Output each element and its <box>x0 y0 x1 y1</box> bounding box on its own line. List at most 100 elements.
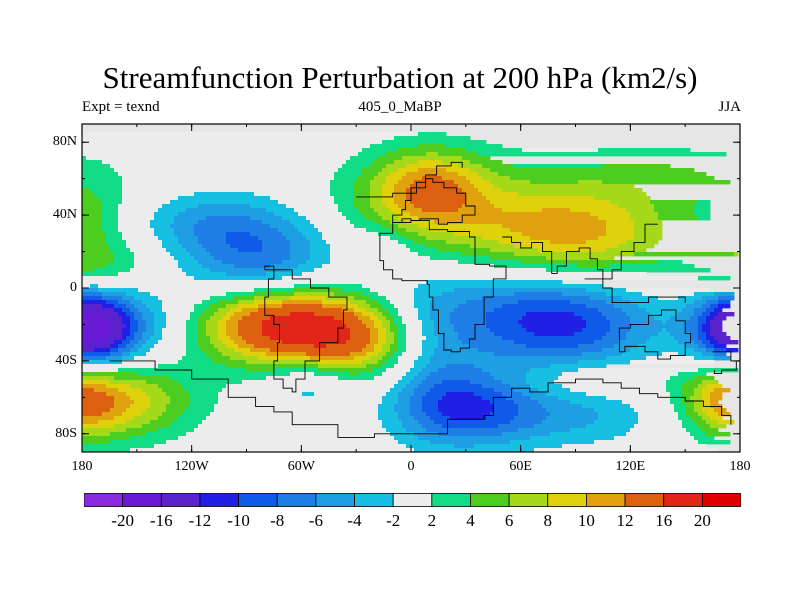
field-cell <box>134 316 143 321</box>
field-cell <box>194 256 215 261</box>
field-cell <box>394 196 407 201</box>
field-cell <box>670 396 683 401</box>
field-cell <box>370 296 387 301</box>
field-cell <box>550 364 607 369</box>
field-cell <box>650 200 699 205</box>
field-cell <box>82 220 103 225</box>
field-cell <box>658 260 683 265</box>
field-cell <box>734 252 739 257</box>
field-cell <box>178 240 199 245</box>
field-cell <box>114 404 131 409</box>
field-cell <box>106 236 123 241</box>
field-cell <box>570 388 667 393</box>
field-cell <box>382 364 395 369</box>
field-cell <box>110 328 123 333</box>
field-cell <box>98 196 123 201</box>
field-cell <box>130 404 151 409</box>
field-cell <box>202 348 219 353</box>
field-cell <box>118 312 127 317</box>
field-cell <box>630 316 655 321</box>
field-cell <box>250 232 283 237</box>
field-cell <box>82 416 115 421</box>
field-cell <box>514 164 603 169</box>
field-cell <box>194 304 211 309</box>
field-cell <box>122 296 135 301</box>
field-cell <box>186 328 199 333</box>
field-cell <box>222 316 231 321</box>
colorbar-box <box>701 493 741 507</box>
field-cell <box>386 352 395 357</box>
field-cell <box>122 192 195 197</box>
field-cell <box>294 284 363 289</box>
field-cell <box>630 324 687 329</box>
field-cell <box>594 440 699 445</box>
field-cell <box>514 388 539 393</box>
field-cell <box>158 428 195 433</box>
experiment-label: Expt = texnd <box>82 99 160 115</box>
field-cell <box>410 400 423 405</box>
field-cell <box>710 332 727 337</box>
field-cell <box>226 324 239 329</box>
colorbar-box <box>160 493 201 507</box>
field-cell <box>718 412 731 417</box>
field-cell <box>82 156 87 161</box>
field-cell <box>114 400 135 405</box>
field-cell <box>98 288 139 293</box>
field-cell <box>698 332 707 337</box>
field-cell <box>334 196 355 201</box>
field-cell <box>226 292 255 297</box>
field-cell <box>142 312 155 317</box>
field-cell <box>514 244 619 249</box>
field-cell <box>630 404 675 409</box>
field-cell <box>330 252 419 257</box>
field-cell <box>114 252 135 257</box>
field-cell <box>394 384 407 389</box>
field-cell <box>690 336 699 341</box>
field-cell <box>142 412 163 417</box>
field-cell <box>354 356 371 361</box>
field-cell <box>270 348 363 353</box>
field-cell <box>606 232 635 237</box>
field-cell <box>390 320 395 325</box>
field-cell <box>390 356 399 361</box>
field-cell <box>330 188 355 193</box>
field-cell <box>282 300 323 305</box>
field-cell <box>634 252 735 257</box>
field-cell <box>230 356 259 361</box>
field-cell <box>82 360 123 365</box>
field-cell <box>402 376 415 381</box>
field-cell <box>290 296 327 301</box>
field-cell <box>406 236 427 241</box>
colorbar-label: 16 <box>655 511 673 530</box>
field-cell <box>146 408 167 413</box>
field-cell <box>270 196 335 201</box>
field-cell <box>226 328 239 333</box>
field-cell <box>146 392 167 397</box>
field-cell <box>354 196 371 201</box>
field-cell <box>150 336 163 341</box>
field-cell <box>402 316 419 321</box>
field-cell <box>406 332 423 337</box>
field-cell <box>514 252 635 257</box>
field-cell <box>386 392 399 397</box>
field-cell <box>546 416 599 421</box>
field-cell <box>82 308 115 313</box>
field-cell <box>710 424 727 429</box>
field-cell <box>486 320 519 325</box>
field-cell <box>110 344 119 349</box>
field-cell <box>186 208 267 213</box>
field-cell <box>106 336 123 341</box>
field-cell <box>82 240 107 245</box>
field-cell <box>114 304 127 309</box>
field-cell <box>226 320 239 325</box>
field-cell <box>386 308 399 313</box>
field-cell <box>366 324 375 329</box>
field-cell <box>626 208 655 213</box>
field-cell <box>442 412 491 417</box>
field-cell <box>514 340 595 345</box>
field-cell <box>82 164 111 169</box>
field-cell <box>702 416 711 421</box>
field-cell <box>726 348 739 353</box>
field-cell <box>454 324 487 329</box>
field-cell <box>398 232 419 237</box>
